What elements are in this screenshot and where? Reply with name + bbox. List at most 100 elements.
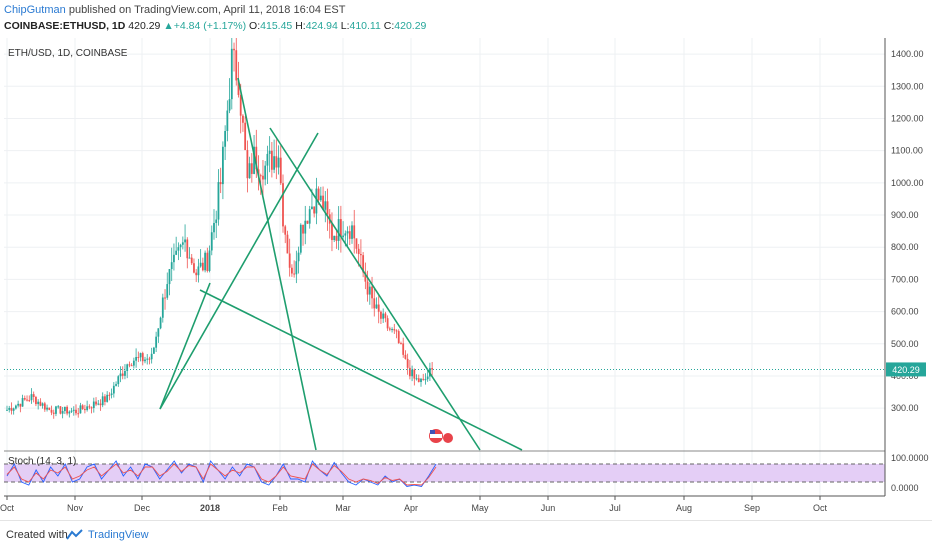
author-link[interactable]: ChipGutman: [4, 4, 66, 16]
candle-body-158: [357, 248, 360, 255]
candle-body-148: [335, 235, 338, 241]
candle-body-189: [426, 376, 429, 380]
candle-body-108: [246, 150, 249, 179]
candle-body-67: [155, 336, 158, 348]
trendline-2[interactable]: [237, 77, 317, 451]
flag-icon[interactable]: [429, 429, 453, 443]
candle-body-146: [331, 223, 333, 240]
candle-body-43: [101, 396, 104, 406]
open-value: 415.45: [260, 20, 293, 32]
candle-body-80: [184, 239, 186, 243]
time-tick-12: Oct: [813, 503, 828, 513]
candle-body-167: [377, 304, 380, 312]
trendline-3[interactable]: [269, 127, 481, 451]
time-axis[interactable]: Oct Nov Dec 2018 Feb Mar Apr May Jun Jul Aug Sep Oct: [0, 496, 827, 513]
candle-body-172: [388, 328, 391, 330]
candle-body-39: [92, 401, 95, 409]
candle-body-115: [262, 175, 264, 180]
candle-body-110: [250, 163, 253, 174]
candle-body-89: [204, 252, 206, 271]
tradingview-logo-icon: [66, 529, 83, 540]
high-value: 424.94: [305, 20, 338, 32]
candle-body-134: [304, 220, 307, 234]
candle-body-8: [23, 398, 26, 400]
candle-body-35: [84, 409, 86, 411]
trendline-1[interactable]: [159, 282, 211, 410]
candle-body-175: [395, 330, 398, 332]
candle-body-111: [253, 146, 255, 174]
candle-body-157: [355, 238, 358, 249]
candle-body-96: [219, 182, 222, 185]
candle-body-41: [97, 403, 100, 405]
candle-body-151: [342, 235, 344, 238]
candle-body-66: [153, 347, 155, 354]
candle-body-85: [195, 272, 198, 276]
stoch-tick-0: 100.0000: [891, 453, 929, 463]
high-label: H:: [295, 20, 306, 32]
candle-body-3: [12, 408, 15, 411]
candle-body-141: [319, 195, 322, 201]
trendline-0[interactable]: [159, 132, 319, 410]
last-price-tag-text: 420.29: [892, 365, 920, 375]
price-tick-2: 500.00: [891, 339, 919, 349]
chart-canvas[interactable]: 300.00400.00500.00600.00700.00800.00900.…: [0, 38, 932, 520]
candle-body-58: [135, 357, 137, 361]
candle-body-36: [86, 406, 89, 411]
price-tick-3: 600.00: [891, 307, 919, 317]
candle-body-106: [242, 115, 244, 123]
candle-body-122: [277, 157, 280, 168]
candle-body-133: [302, 224, 304, 234]
candle-body-50: [117, 376, 120, 385]
candle-body-34: [81, 405, 84, 410]
candle-body-117: [266, 153, 269, 166]
candle-body-143: [324, 201, 327, 210]
candle-body-81: [186, 239, 189, 259]
candle-body-65: [150, 353, 153, 360]
candle-body-84: [193, 263, 195, 273]
price-tick-8: 1100.00: [891, 146, 923, 156]
candle-body-97: [222, 146, 224, 185]
price-tick-6: 900.00: [891, 210, 919, 220]
publish-info: ChipGutman published on TradingView.com,…: [4, 4, 345, 16]
candle-body-100: [228, 99, 231, 111]
time-tick-4: Feb: [272, 503, 288, 513]
candles: [6, 38, 434, 419]
candle-body-140: [317, 188, 320, 201]
trendline-4[interactable]: [199, 289, 523, 451]
candle-body-159: [360, 254, 362, 256]
price-tick-4: 700.00: [891, 274, 919, 284]
candle-body-118: [268, 150, 271, 154]
candle-body-56: [130, 365, 133, 367]
candle-body-188: [424, 379, 427, 381]
candle-body-104: [237, 80, 240, 95]
candle-body-25: [61, 411, 64, 414]
candle-body-165: [373, 298, 376, 309]
last-price-tag-box: [886, 362, 926, 377]
tradingview-link[interactable]: TradingView: [88, 529, 149, 541]
candle-body-21: [52, 412, 55, 414]
candle-body-119: [270, 150, 273, 170]
candle-body-114: [259, 175, 262, 177]
open-label: O:: [249, 20, 261, 32]
candle-body-32: [77, 413, 80, 415]
candle-body-149: [337, 219, 340, 241]
candle-body-83: [190, 257, 193, 264]
candle-body-5: [17, 403, 20, 406]
candle-body-123: [279, 157, 282, 184]
candle-body-92: [210, 232, 213, 251]
candle-body-101: [230, 48, 233, 100]
trendlines[interactable]: [159, 77, 523, 451]
candle-body-181: [408, 367, 411, 377]
candle-body-17: [43, 403, 46, 410]
candle-body-155: [351, 225, 353, 239]
candle-body-52: [121, 373, 124, 376]
candle-body-1: [8, 408, 11, 410]
candle-body-95: [217, 182, 220, 220]
candle-body-71: [164, 297, 166, 299]
candle-body-137: [311, 206, 313, 210]
candle-body-103: [235, 50, 238, 81]
candle-body-31: [75, 409, 77, 414]
candle-body-73: [168, 269, 171, 285]
candle-body-184: [415, 378, 418, 380]
candle-body-174: [393, 329, 396, 331]
